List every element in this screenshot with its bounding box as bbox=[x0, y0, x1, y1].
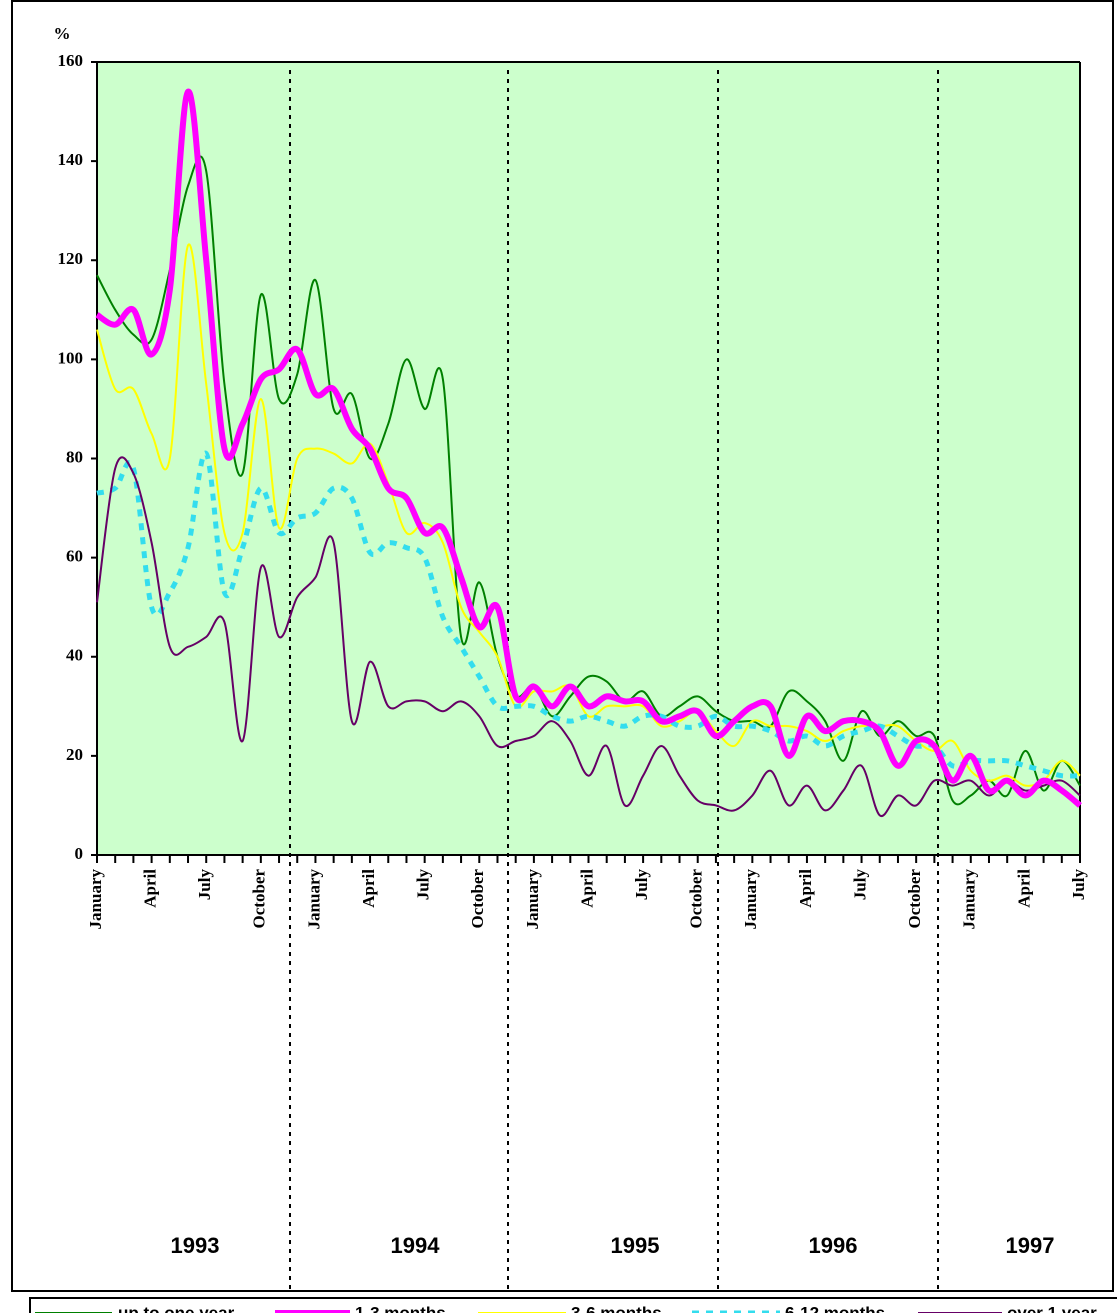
y-tick-label: 0 bbox=[75, 844, 84, 863]
x-tick-label: July bbox=[1069, 869, 1088, 901]
x-tick-label: July bbox=[850, 869, 869, 901]
x-tick-label: January bbox=[741, 869, 760, 930]
legend-label: over 1 year bbox=[1007, 1303, 1097, 1313]
y-tick-label: 160 bbox=[58, 51, 84, 70]
x-tick-label: July bbox=[632, 869, 651, 901]
series-line bbox=[96, 243, 1081, 787]
series-line bbox=[95, 88, 1082, 808]
x-tick-label: July bbox=[195, 869, 214, 901]
x-tick-label: April bbox=[796, 869, 815, 908]
y-tick-label: 80 bbox=[66, 447, 83, 466]
year-label: 1996 bbox=[809, 1233, 858, 1258]
year-label: 1997 bbox=[1006, 1233, 1055, 1258]
y-tick-label: 120 bbox=[58, 249, 84, 268]
x-tick-label: October bbox=[468, 869, 487, 929]
y-tick-label: 60 bbox=[66, 547, 83, 566]
x-tick-label: January bbox=[304, 869, 323, 930]
legend-label: up to one year bbox=[118, 1303, 235, 1313]
series-line bbox=[96, 456, 1081, 817]
legend-label: 6-12 months bbox=[785, 1303, 885, 1313]
x-tick-label: January bbox=[523, 869, 542, 930]
x-tick-label: January bbox=[960, 869, 979, 930]
x-tick-label: October bbox=[905, 869, 924, 929]
legend-label: 1-3 months bbox=[355, 1303, 446, 1313]
y-tick-label: 100 bbox=[58, 348, 84, 367]
year-label: 1995 bbox=[611, 1233, 660, 1258]
legend-box bbox=[29, 1297, 1117, 1313]
plot-area bbox=[97, 62, 1080, 855]
series-line bbox=[96, 451, 1081, 779]
y-tick-label: 140 bbox=[58, 150, 84, 169]
y-axis-unit: % bbox=[54, 24, 71, 43]
x-tick-label: April bbox=[141, 869, 160, 908]
year-label: 1993 bbox=[171, 1233, 220, 1258]
y-tick-label: 20 bbox=[66, 745, 83, 764]
legend-label: 3-6 months bbox=[571, 1303, 662, 1313]
x-tick-label: October bbox=[687, 869, 706, 929]
x-tick-label: April bbox=[1014, 869, 1033, 908]
y-tick-label: 40 bbox=[66, 646, 83, 665]
x-tick-label: October bbox=[250, 869, 269, 929]
year-label: 1994 bbox=[391, 1233, 441, 1258]
x-tick-label: January bbox=[86, 869, 105, 930]
x-tick-label: July bbox=[414, 869, 433, 901]
x-tick-label: April bbox=[577, 869, 596, 908]
x-tick-label: April bbox=[359, 869, 378, 908]
